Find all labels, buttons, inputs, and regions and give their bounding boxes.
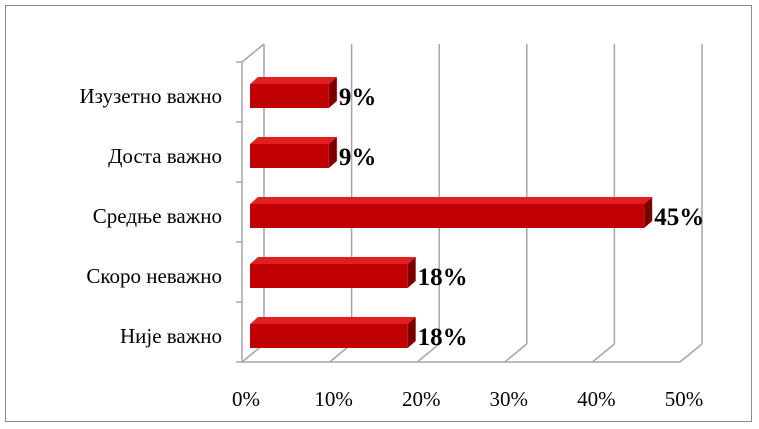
category-label: Скоро неважно — [86, 264, 222, 288]
bar-side — [328, 137, 337, 168]
bar-top — [250, 257, 416, 264]
bar-side — [644, 197, 653, 228]
bar — [250, 77, 337, 108]
bar-top — [250, 197, 653, 204]
bar-top — [250, 137, 337, 144]
bar-side — [407, 257, 416, 288]
x-tick-label: 20% — [402, 387, 441, 411]
data-label: 18% — [418, 324, 468, 351]
bar — [250, 257, 416, 288]
data-label: 9% — [339, 144, 377, 171]
data-label: 45% — [654, 204, 704, 231]
bar-side — [328, 77, 337, 108]
side-wall-edge — [241, 43, 265, 63]
data-label: 9% — [339, 84, 377, 111]
bar — [250, 317, 416, 348]
x-tick-label: 50% — [665, 387, 704, 411]
category-label: Средње важно — [93, 204, 222, 228]
category-label: Није важно — [120, 324, 222, 348]
bar-side — [407, 317, 416, 348]
category-label: Изузетно важно — [79, 84, 222, 108]
axis-layer — [236, 43, 680, 363]
bar-front — [250, 324, 408, 348]
bar-layer — [250, 77, 653, 348]
x-tick-label: 40% — [577, 387, 616, 411]
data-label: 18% — [418, 264, 468, 291]
x-tick-label: 10% — [314, 387, 353, 411]
floor-gridline — [416, 343, 440, 363]
floor-gridline — [679, 343, 703, 363]
bar-front — [250, 144, 329, 168]
floor-gridline — [504, 343, 528, 363]
x-tick-label: 30% — [490, 387, 529, 411]
floor-gridline — [591, 343, 615, 363]
bar-front — [250, 204, 645, 228]
bar — [250, 137, 337, 168]
bar-top — [250, 317, 416, 324]
bar — [250, 197, 653, 228]
bar-front — [250, 84, 329, 108]
bar-front — [250, 264, 408, 288]
bar-top — [250, 77, 337, 84]
label-layer: 0% 10% 20% 30% 40% 50% Изузетно важно 9% Доста в… — [79, 84, 704, 411]
category-label: Доста важно — [108, 144, 222, 168]
x-tick-label: 0% — [232, 387, 260, 411]
